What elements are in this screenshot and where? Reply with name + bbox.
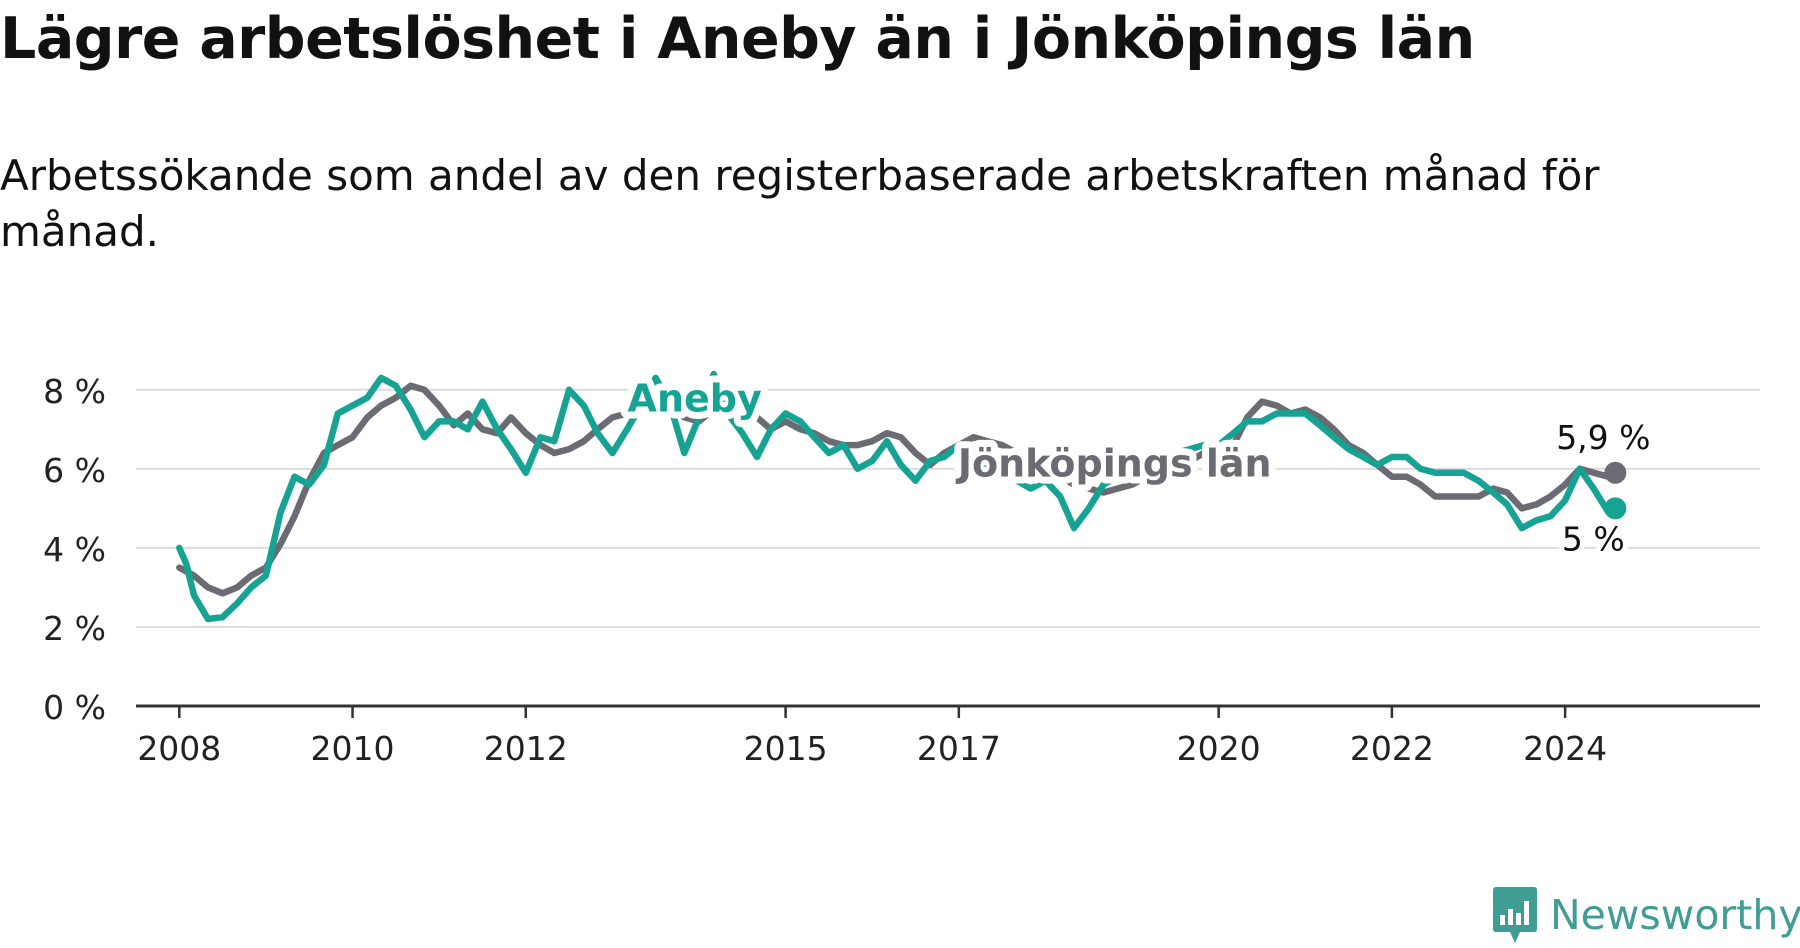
series-lines (176, 370, 1627, 623)
newsworthy-logo-icon (1493, 887, 1537, 943)
x-tick-label-2012: 2012 (484, 729, 568, 768)
x-tick-label-2017: 2017 (917, 729, 1001, 768)
y-axis-ticks: 0 % 2 % 4 % 6 % 8 % (43, 372, 106, 727)
newsworthy-logo-text: Newsworthy (1550, 891, 1800, 939)
x-axis-ticks: 2008 2010 2012 2015 2017 2020 2022 2024 (137, 706, 1607, 768)
series-label-aneby-halo: Aneby (628, 377, 762, 421)
grid-lines (136, 388, 1760, 708)
series-line-jönköpings-län (176, 382, 1619, 597)
x-tick-label-2024: 2024 (1523, 729, 1607, 768)
x-tick-label-2020: 2020 (1177, 729, 1261, 768)
end-point-jönköpings-län (1604, 461, 1627, 484)
series-label-jonkopings-lan-halo: Jönköpings län (955, 442, 1272, 486)
end-point-aneby (1604, 497, 1627, 520)
end-label-jonkopings-lan: 5,9 % (1556, 418, 1650, 457)
series-line-aneby (176, 370, 1619, 623)
y-tick-label-4: 4 % (43, 530, 106, 569)
y-tick-label-0: 0 % (43, 688, 106, 727)
x-tick-label-2010: 2010 (311, 729, 395, 768)
end-label-aneby: 5 % (1562, 519, 1625, 558)
x-tick-label-2008: 2008 (137, 729, 221, 768)
end-label-jonkopings-lan-halo: 5,9 % (1556, 418, 1650, 457)
x-tick-label-2015: 2015 (744, 729, 828, 768)
chart-subtitle: Arbetssökande som andel av den registerb… (0, 151, 1600, 256)
newsworthy-logo: Newsworthy (1492, 882, 1800, 948)
y-tick-label-2: 2 % (43, 609, 106, 648)
chart-title: Lägre arbetslöshet i Aneby än i Jönköpin… (0, 6, 1475, 72)
series-label-jonkopings-lan: Jönköpings län (955, 442, 1272, 486)
y-tick-label-6: 6 % (43, 451, 106, 490)
series-label-aneby: Aneby (628, 377, 762, 421)
line-chart: 0 % 2 % 4 % 6 % 8 % 2008 2010 2012 2015 2017 2020… (43, 370, 1760, 768)
y-tick-label-8: 8 % (43, 372, 106, 411)
end-label-aneby-halo: 5 % (1562, 519, 1625, 558)
x-tick-label-2022: 2022 (1350, 729, 1434, 768)
